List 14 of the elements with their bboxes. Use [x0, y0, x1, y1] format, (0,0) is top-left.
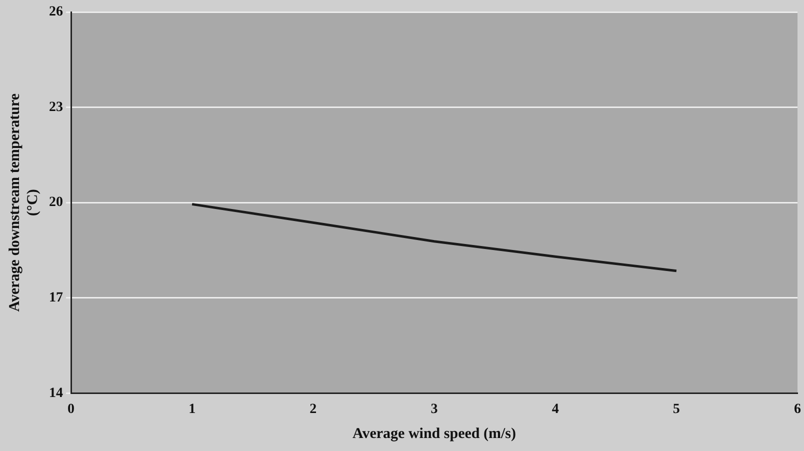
- y-axis-title: Average downstream temperature (°C): [6, 93, 41, 312]
- y-tick-label: 26: [49, 4, 63, 20]
- x-tick-label: 4: [552, 402, 559, 418]
- x-axis-title: Average wind speed (m/s): [352, 426, 516, 442]
- y-tick-label: 17: [49, 290, 63, 306]
- x-tick-label: 2: [310, 402, 317, 418]
- x-tick-label: 5: [672, 402, 680, 418]
- x-tick-label: 3: [430, 402, 438, 418]
- x-tick-label: 6: [794, 402, 801, 418]
- x-tick-label: 0: [68, 402, 74, 418]
- y-tick-label: 20: [49, 195, 63, 210]
- y-tick-label: 14: [49, 386, 63, 401]
- y-tick-label: 23: [49, 100, 63, 115]
- x-tick-label: 1: [188, 402, 196, 418]
